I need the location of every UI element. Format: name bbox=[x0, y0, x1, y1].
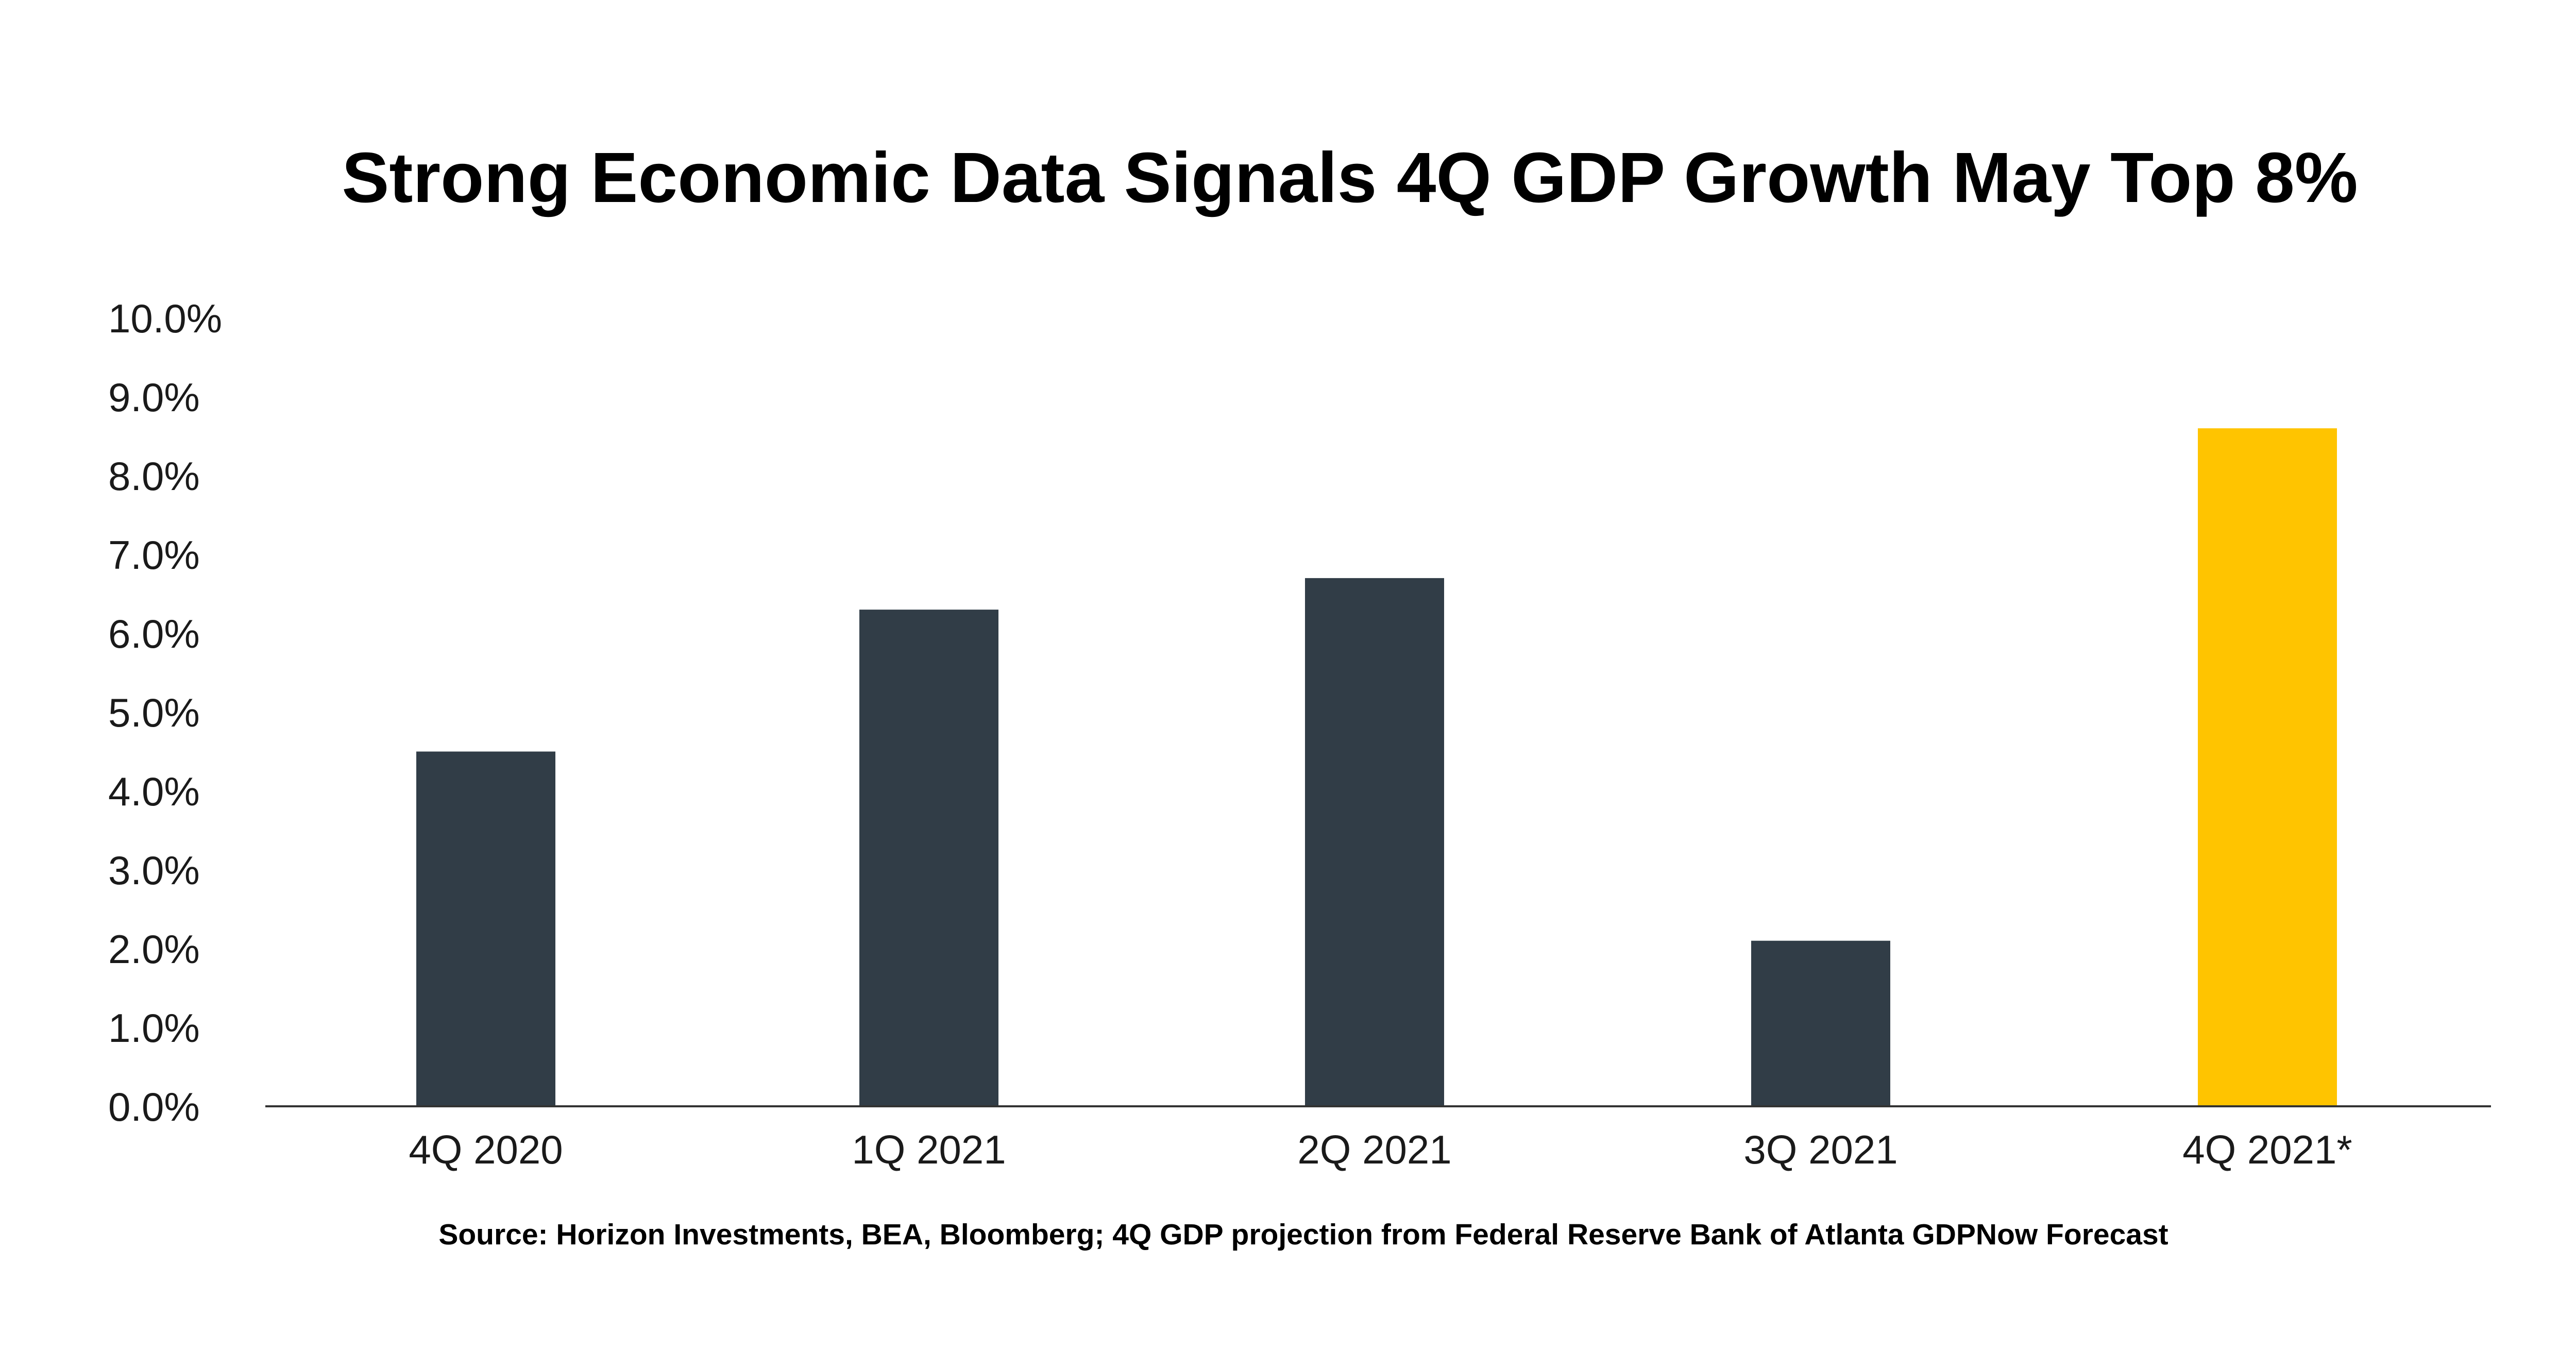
y-tick-label: 5.0% bbox=[108, 690, 200, 735]
y-tick-label: 8.0% bbox=[108, 453, 200, 499]
y-tick-label: 9.0% bbox=[108, 375, 200, 420]
bar-projection bbox=[2198, 428, 2337, 1107]
y-tick-label: 6.0% bbox=[108, 611, 200, 656]
x-tick-label: 3Q 2021 bbox=[1743, 1127, 1897, 1172]
bar bbox=[859, 610, 998, 1106]
bar bbox=[1305, 578, 1444, 1106]
bars bbox=[416, 428, 2337, 1107]
x-tick-label: 4Q 2021* bbox=[2182, 1127, 2352, 1172]
x-tick-label: 1Q 2021 bbox=[852, 1127, 1006, 1172]
y-tick-label: 10.0% bbox=[108, 296, 222, 341]
x-tick-label: 2Q 2021 bbox=[1297, 1127, 1451, 1172]
bar bbox=[416, 751, 555, 1106]
chart-title: Strong Economic Data Signals 4Q GDP Grow… bbox=[342, 138, 2358, 217]
x-axis-ticks: 4Q 2020 1Q 2021 2Q 2021 3Q 2021 4Q 2021* bbox=[409, 1127, 2352, 1172]
y-tick-label: 7.0% bbox=[108, 532, 200, 578]
y-tick-label: 2.0% bbox=[108, 926, 200, 972]
source-note: Source: Horizon Investments, BEA, Bloomb… bbox=[438, 1218, 2168, 1251]
y-tick-label: 0.0% bbox=[108, 1084, 200, 1129]
y-tick-label: 3.0% bbox=[108, 848, 200, 893]
y-axis-ticks: 0.0% 1.0% 2.0% 3.0% 4.0% 5.0% 6.0% 7.0% 8.0% 9.0%… bbox=[108, 296, 222, 1129]
x-tick-label: 4Q 2020 bbox=[409, 1127, 563, 1172]
y-tick-label: 1.0% bbox=[108, 1005, 200, 1051]
y-tick-label: 4.0% bbox=[108, 769, 200, 814]
bar bbox=[1751, 940, 1890, 1106]
